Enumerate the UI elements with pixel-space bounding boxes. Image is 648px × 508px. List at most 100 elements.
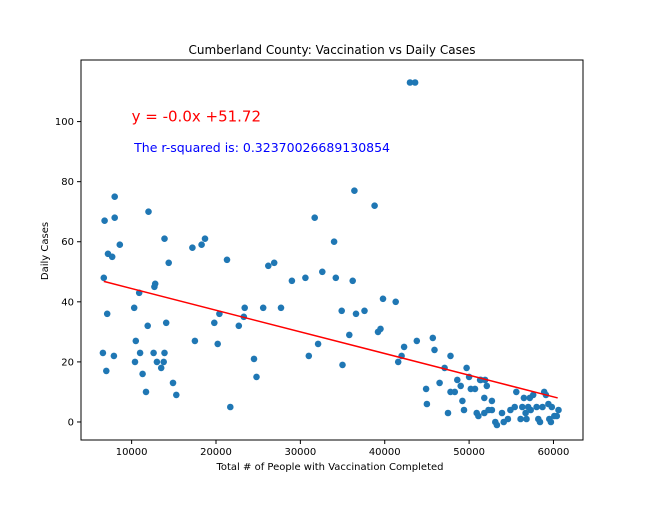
data-point [189, 244, 196, 251]
data-point [211, 319, 218, 327]
data-point [302, 274, 309, 282]
data-point [392, 298, 400, 306]
data-point [519, 403, 526, 411]
data-point [311, 214, 319, 221]
data-point [265, 262, 272, 270]
data-point [429, 334, 437, 342]
data-point [498, 409, 506, 417]
data-point [555, 406, 562, 414]
data-point [103, 310, 111, 318]
data-point [520, 394, 528, 402]
y-tick-label: 60 [61, 237, 74, 248]
x-tick-label: 30000 [284, 447, 316, 458]
data-point [201, 235, 209, 242]
data-point [162, 319, 170, 327]
data-point [151, 280, 159, 288]
data-point [539, 403, 546, 411]
x-tick-label: 60000 [538, 447, 570, 458]
axes-frame [80, 59, 584, 441]
y-tick-label: 100 [55, 117, 74, 128]
data-point [493, 421, 501, 429]
x-tick-label: 40000 [369, 447, 401, 458]
data-point [270, 259, 278, 267]
data-point [169, 379, 177, 387]
data-point [250, 355, 258, 363]
data-point [99, 349, 107, 357]
data-point [139, 370, 146, 378]
data-point [330, 238, 338, 245]
data-point [227, 403, 234, 411]
x-axis-label: Total # of People with Vaccination Compl… [215, 462, 443, 473]
data-point [332, 274, 340, 282]
data-point [379, 295, 387, 303]
data-point [108, 253, 116, 261]
y-axis-label: Daily Cases [40, 222, 51, 280]
data-point [546, 415, 553, 423]
data-point [436, 379, 443, 387]
data-point [101, 217, 108, 224]
y-tick-label: 20 [61, 357, 74, 368]
data-point [142, 388, 150, 396]
data-point [136, 349, 144, 357]
data-point [100, 274, 108, 282]
data-point [288, 277, 296, 285]
data-point [394, 358, 402, 366]
data-point [447, 352, 454, 360]
data-point [157, 364, 165, 372]
data-point [277, 304, 285, 312]
data-point [513, 388, 520, 396]
data-point [406, 79, 414, 86]
data-point [198, 241, 205, 248]
data-point [223, 256, 231, 264]
data-point [377, 325, 384, 333]
data-point [413, 337, 421, 345]
data-point [463, 364, 470, 372]
data-point [517, 415, 524, 423]
data-point [451, 388, 459, 396]
data-point [444, 409, 452, 417]
data-point [305, 352, 313, 360]
data-point [253, 373, 260, 381]
data-point [411, 79, 419, 86]
x-tick-label: 50000 [453, 447, 485, 458]
data-point [173, 391, 180, 399]
r-squared-text: The r-squared is: 0.32370026689130854 [133, 140, 390, 155]
data-point [548, 403, 556, 411]
data-point [400, 343, 408, 351]
regression-equation: y = -0.0x +51.72 [132, 108, 261, 126]
data-point [153, 358, 161, 366]
data-point [460, 406, 468, 414]
data-point [533, 403, 540, 411]
data-point [338, 307, 346, 315]
y-tick-label: 40 [61, 297, 74, 308]
data-point [110, 352, 118, 360]
y-tick-label: 80 [61, 177, 74, 188]
data-point [145, 208, 152, 215]
data-point [319, 268, 326, 276]
data-point [132, 337, 140, 345]
data-point [459, 397, 466, 405]
data-point [511, 403, 518, 411]
data-point [422, 385, 430, 393]
data-point [111, 214, 118, 221]
data-point [161, 235, 168, 242]
data-point [214, 340, 221, 348]
data-point [349, 277, 357, 285]
data-point [454, 376, 461, 384]
data-point [488, 406, 496, 414]
data-point [235, 322, 243, 330]
data-point [553, 412, 561, 420]
x-tick-label: 10000 [116, 447, 148, 458]
chart-title: Cumberland County: Vaccination vs Daily … [189, 43, 476, 57]
data-point [165, 259, 172, 267]
data-point [131, 358, 139, 366]
data-point [529, 391, 537, 399]
data-point [352, 310, 360, 318]
data-point [241, 304, 248, 312]
data-point [339, 361, 346, 369]
x-tick-label: 20000 [200, 447, 232, 458]
data-point [116, 241, 124, 248]
